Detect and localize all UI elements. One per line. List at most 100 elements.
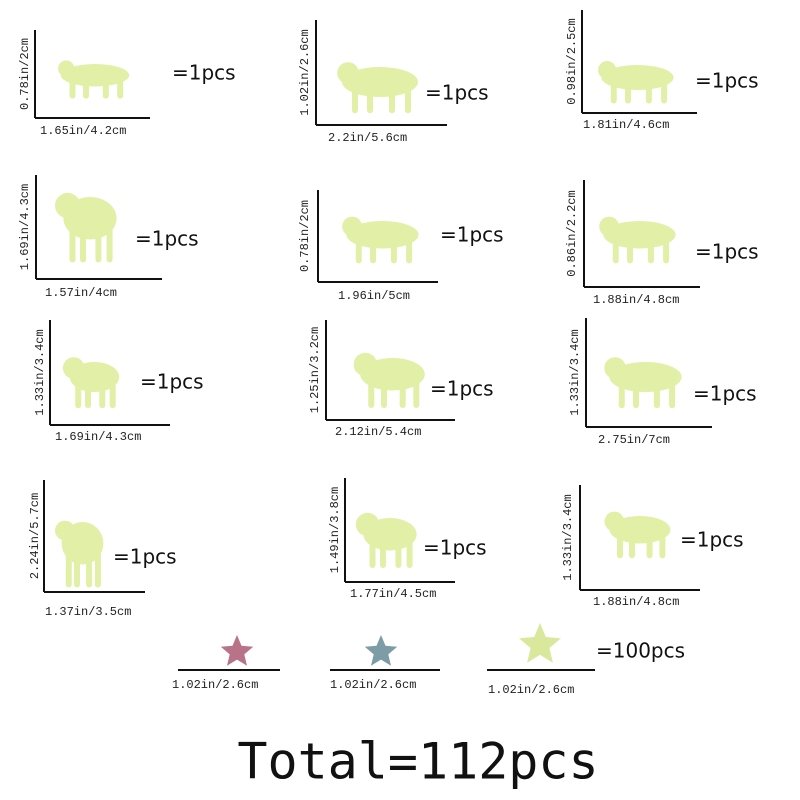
quantity-label: =1pcs	[680, 528, 744, 552]
star	[364, 635, 398, 666]
animal-leg	[85, 383, 91, 409]
width-label: 1.37in/3.5cm	[45, 605, 131, 619]
animal-leg	[106, 226, 113, 263]
animal-leg	[99, 383, 106, 409]
animal-leg	[633, 383, 639, 409]
animal-leg	[395, 540, 402, 569]
height-label: 1.33in/3.4cm	[33, 329, 47, 415]
width-label: 1.65in/4.2cm	[40, 124, 126, 138]
animal-head	[55, 192, 81, 219]
height-label: 0.98in/2.5cm	[565, 18, 579, 104]
animal-leg	[413, 380, 420, 409]
height-label: 0.78in/2cm	[18, 38, 32, 110]
animal-head	[355, 512, 380, 537]
quantity-label: =1pcs	[430, 377, 494, 401]
animal-body	[609, 516, 671, 544]
stars-quantity: =100pcs	[596, 639, 685, 663]
width-label: 1.57in/4cm	[45, 286, 117, 300]
width-label: 1.81in/4.6cm	[583, 118, 669, 132]
animal-leg	[80, 226, 86, 263]
star	[220, 635, 254, 666]
width-label: 2.12in/5.4cm	[335, 425, 421, 439]
animal-leg	[399, 380, 406, 409]
height-label: 1.69in/4.3cm	[18, 184, 32, 270]
animal-leg	[659, 535, 666, 559]
animal-head	[598, 61, 617, 79]
animal-leg	[368, 380, 375, 409]
animal-head	[62, 357, 85, 379]
animal-leg	[663, 240, 670, 264]
quantity-label: =1pcs	[135, 227, 199, 251]
animal-leg	[83, 79, 89, 99]
animal-leg	[617, 535, 623, 559]
width-label: 1.77in/4.5cm	[350, 587, 436, 601]
animal-leg	[661, 82, 668, 104]
animal-leg	[117, 79, 124, 99]
quantity-label: =1pcs	[425, 81, 489, 105]
quantity-label: =1pcs	[423, 536, 487, 560]
height-label: 1.33in/3.4cm	[568, 329, 582, 415]
animal-leg	[390, 240, 397, 264]
quantity-label: =1pcs	[140, 370, 204, 394]
height-label: 0.78in/2cm	[298, 200, 312, 272]
animal-leg	[355, 240, 362, 264]
star-width-label: 1.02in/2.6cm	[330, 678, 416, 692]
animal-leg	[389, 88, 395, 114]
animal-leg	[94, 551, 101, 588]
quantity-label: =1pcs	[440, 223, 504, 247]
animal-leg	[65, 551, 72, 588]
width-label: 2.2in/5.6cm	[328, 131, 407, 145]
width-label: 1.88in/4.8cm	[593, 293, 679, 307]
animal-leg	[109, 383, 116, 409]
animal-leg	[610, 82, 617, 104]
animal-leg	[625, 82, 631, 104]
height-label: 0.86in/2.2cm	[565, 190, 579, 276]
animal-body	[346, 221, 419, 249]
animal-body	[609, 362, 682, 392]
animal-leg	[653, 383, 660, 409]
quantity-label: =1pcs	[693, 382, 757, 406]
animal-leg	[612, 240, 619, 264]
height-label: 2.24in/5.7cm	[28, 493, 42, 579]
animal-head	[342, 216, 362, 237]
animal-leg	[369, 540, 376, 569]
animal-leg	[647, 240, 654, 264]
star	[519, 623, 561, 663]
height-label: 1.02in/2.6cm	[298, 29, 312, 115]
animal-leg	[95, 226, 102, 263]
animal-leg	[627, 240, 633, 264]
total-label: Total=112pcs	[237, 733, 598, 791]
height-label: 1.25in/3.2cm	[308, 327, 322, 413]
animal-head	[604, 511, 625, 532]
animal-leg	[405, 88, 411, 114]
animal-head	[55, 520, 75, 541]
animal-leg	[629, 535, 635, 559]
animal-head	[337, 62, 359, 84]
animal-leg	[352, 88, 358, 114]
animal-body	[60, 64, 130, 87]
height-label: 1.49in/3.8cm	[328, 487, 342, 573]
animal-body	[603, 221, 676, 249]
quantity-label: =1pcs	[113, 545, 177, 569]
animal-leg	[406, 240, 413, 264]
width-label: 1.69in/4.3cm	[55, 430, 141, 444]
animal-leg	[102, 79, 109, 99]
animal-leg	[86, 551, 93, 588]
animal-leg	[380, 540, 386, 569]
animal-leg	[645, 82, 652, 104]
quantity-label: =1pcs	[172, 61, 236, 85]
animal-leg	[367, 88, 373, 114]
width-label: 1.96in/5cm	[338, 289, 410, 303]
animal-head	[58, 60, 75, 77]
animal-leg	[69, 79, 76, 99]
animal-leg	[646, 535, 653, 559]
animal-leg	[406, 540, 413, 569]
star-width-label: 1.02in/2.6cm	[172, 678, 258, 692]
height-label: 1.33in/3.4cm	[561, 494, 575, 580]
animal-leg	[75, 383, 82, 409]
width-label: 2.75in/7cm	[598, 433, 670, 447]
animal-head	[604, 357, 626, 379]
animal-leg	[669, 383, 676, 409]
animal-body	[601, 65, 674, 90]
